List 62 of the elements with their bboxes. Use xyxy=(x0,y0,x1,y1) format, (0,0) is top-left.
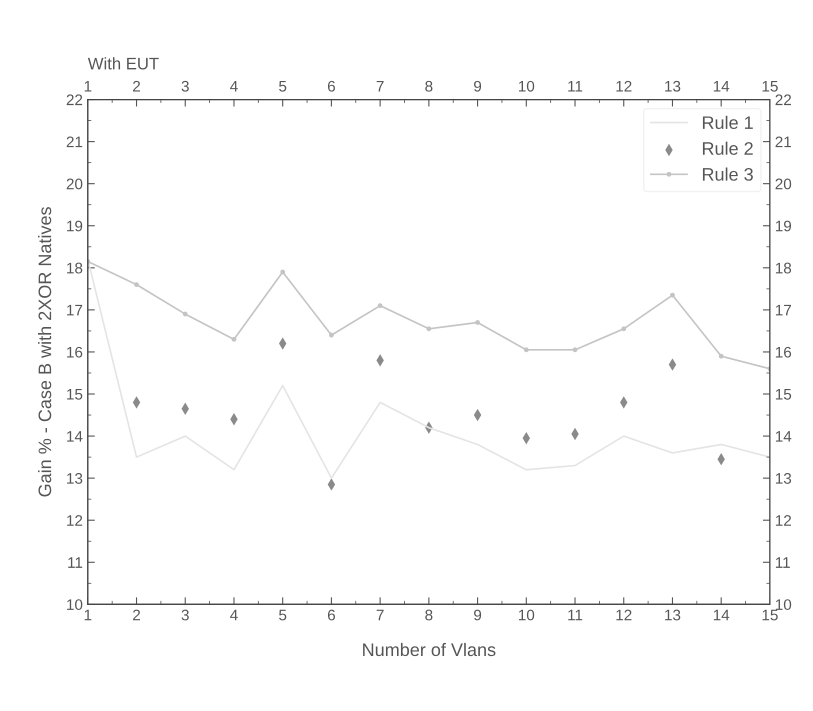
y-tick-label: 11 xyxy=(68,557,82,568)
y2-tick-label: 11 xyxy=(776,557,790,568)
x-tick-label: 5 xyxy=(279,610,286,620)
y2-tick-label: 16 xyxy=(776,346,792,358)
x-tick-label: 15 xyxy=(762,610,778,620)
y-tick-label: 12 xyxy=(67,515,82,526)
y2-tick-label: 14 xyxy=(776,431,792,442)
legend-label: Rule 2 xyxy=(702,142,753,155)
y-tick-label: 16 xyxy=(67,346,82,358)
x-tick-label: 1 xyxy=(84,610,92,620)
y2-tick-label: 22 xyxy=(776,94,791,106)
x-tick-label: 7 xyxy=(376,610,384,620)
legend-label: Rule 1 xyxy=(702,116,753,130)
x2-tick-label: 7 xyxy=(376,81,384,92)
x-axis-title: Number of Vlans xyxy=(363,642,496,656)
x2-tick-label: 9 xyxy=(474,80,482,92)
y-tick-label: 22 xyxy=(66,94,82,106)
y2-tick-label: 12 xyxy=(776,515,791,526)
legend-label: Rule 3 xyxy=(702,168,753,181)
y2-tick-label: 20 xyxy=(776,178,792,190)
y-tick-label: 20 xyxy=(66,178,82,190)
x-tick-label: 8 xyxy=(425,610,432,620)
x-tick-label: 4 xyxy=(230,610,238,620)
x2-tick-label: 15 xyxy=(762,81,778,92)
x-tick-label: 2 xyxy=(133,610,140,620)
y-tick-label: 14 xyxy=(67,431,82,442)
x-tick-label: 9 xyxy=(474,610,482,620)
x2-tick-label: 13 xyxy=(665,80,680,92)
y-tick-label: 19 xyxy=(67,220,82,232)
y2-tick-label: 21 xyxy=(776,136,792,148)
x2-tick-label: 14 xyxy=(714,81,730,92)
x2-tick-label: 8 xyxy=(425,80,432,92)
x-tick-label: 14 xyxy=(714,610,730,620)
x-tick-label: 6 xyxy=(328,610,335,620)
x-tick-label: 10 xyxy=(518,610,534,620)
y2-tick-label: 19 xyxy=(776,220,792,232)
y-tick-label: 17 xyxy=(67,304,82,316)
y-tick-label: 18 xyxy=(67,262,82,274)
y-tick-label: 13 xyxy=(67,473,82,484)
x2-tick-label: 5 xyxy=(279,81,286,92)
x2-tick-label: 2 xyxy=(133,80,140,92)
x2-tick-label: 11 xyxy=(568,81,582,92)
x2-tick-label: 3 xyxy=(182,80,189,92)
y2-tick-label: 10 xyxy=(776,599,792,610)
x-tick-label: 11 xyxy=(568,610,582,620)
y2-tick-label: 15 xyxy=(776,389,792,400)
x2-tick-label: 6 xyxy=(328,80,335,92)
y-axis-title: Gain % - Case B with 2XOR Natives xyxy=(38,207,52,497)
x2-tick-label: 1 xyxy=(84,81,92,92)
y-tick-label: 21 xyxy=(66,136,82,148)
x2-tick-label: 4 xyxy=(230,81,238,92)
x2-tick-label: 12 xyxy=(616,80,632,92)
y-tick-label: 15 xyxy=(67,389,82,400)
y2-tick-label: 13 xyxy=(776,473,792,484)
x2-tick-label: 10 xyxy=(518,80,534,92)
y2-tick-label: 18 xyxy=(776,262,792,274)
x-tick-label: 12 xyxy=(616,610,632,620)
x2-axis-title: With EUT xyxy=(88,57,159,70)
y-tick-label: 10 xyxy=(67,599,82,610)
x-tick-label: 13 xyxy=(665,610,680,620)
x-tick-label: 3 xyxy=(182,610,189,620)
y2-tick-label: 17 xyxy=(776,304,791,316)
